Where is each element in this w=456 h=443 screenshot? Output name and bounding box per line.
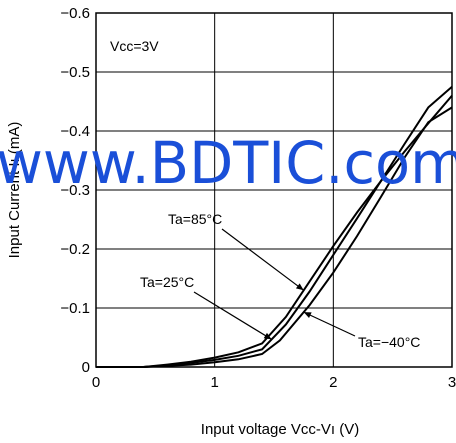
annotation-label: Ta=25°C: [140, 274, 194, 290]
y-axis-label: Input Current Iı (mA): [6, 122, 23, 259]
y-tick-label: −0.6: [60, 5, 90, 22]
annotation-layer: Ta=85°C Ta=25°C Ta=−40°C: [140, 211, 420, 350]
y-tick-label: −0.1: [60, 300, 90, 317]
series-layer: [96, 86, 453, 368]
x-tick-label: 0: [92, 374, 100, 391]
x-axis-label: Input voltage Vcc-Vı (V): [201, 421, 359, 438]
x-tick-label: 3: [448, 374, 456, 391]
y-tick-label: −0.2: [60, 241, 90, 258]
annotation-label: Ta=85°C: [168, 211, 222, 227]
y-tick-label: −0.5: [60, 64, 90, 81]
annotation-arrow-line: [221, 228, 305, 291]
x-tick-label: 2: [329, 374, 337, 391]
y-tick-label: −0.3: [60, 182, 90, 199]
y-tick-label: −0.4: [60, 123, 90, 140]
annotation-arrowhead: [295, 283, 304, 291]
annotation-arrow-line: [193, 291, 272, 340]
x-tick-label: 1: [210, 374, 218, 391]
tick-layer: 0 1 2 3 0 −0.1 −0.2 −0.3 −0.4 −0.5 −0.6: [60, 5, 456, 391]
annotation-arrow-line: [303, 311, 356, 337]
watermark-text: www.BDTIC.com: [0, 129, 456, 197]
annotation-arrowhead: [263, 332, 272, 340]
y-tick-label: 0: [82, 359, 90, 376]
annotation-arrowhead: [303, 312, 312, 319]
condition-label: Vcc=3V: [110, 38, 159, 54]
annotation-label: Ta=−40°C: [358, 334, 420, 350]
series-line-2: [96, 106, 453, 368]
grid-layer: [95, 12, 453, 368]
